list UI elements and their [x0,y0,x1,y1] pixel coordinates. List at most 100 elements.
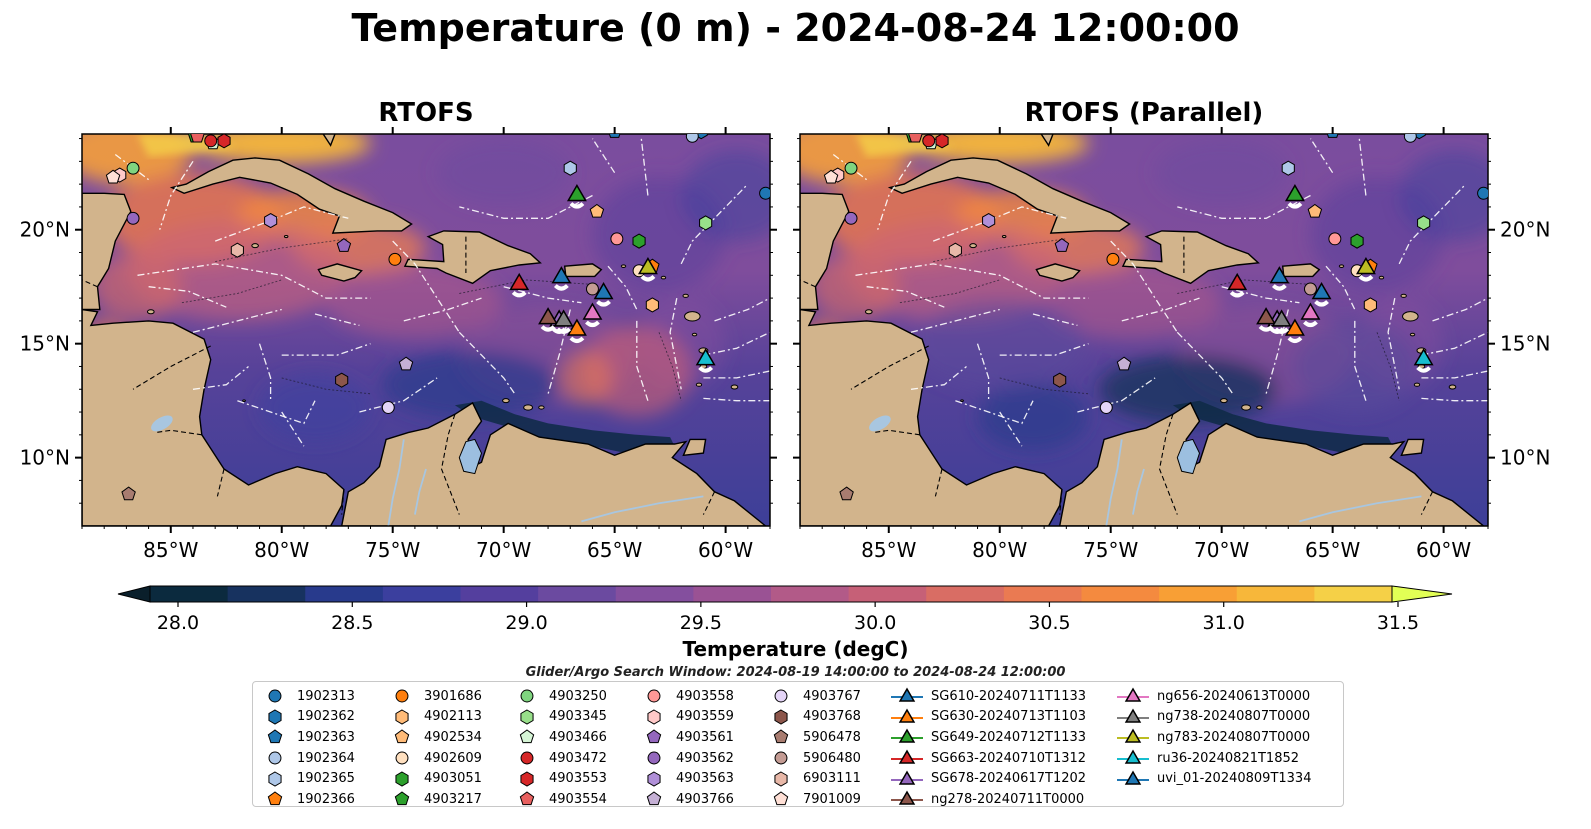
glider-marker [1355,256,1376,275]
legend-label: SG610-20240711T1133 [931,688,1087,704]
legend-symbol [647,709,661,725]
glider-marker [551,266,572,284]
argo-float-marker [1307,203,1323,218]
argo-float-marker [1363,297,1377,313]
glider-marker [1284,318,1305,336]
legend-symbol [268,751,282,765]
lon-tick-label: 75°W [1083,538,1138,562]
legend-item: 4903562 [638,748,734,769]
pentagon-marker-icon [646,791,662,806]
colorbar-label: Temperature (degC) [682,637,909,661]
legend-symbol [519,791,535,806]
legend-column: 4903558 4903559 4903561 4903562 4903563 49037… [638,686,734,810]
legend-triangle [898,790,916,806]
legend-label: 4903051 [424,771,482,787]
map-frame-right [799,133,1489,527]
pentagon-marker-icon [519,791,535,806]
pentagon-marker-icon [646,729,662,744]
triangle-marker-icon [891,687,923,703]
legend-item: 4903345 [511,707,607,728]
glider-marker [582,302,603,320]
legend-column: 1902313 1902362 1902363 1902364 1902365 19023… [259,686,355,810]
circle-marker-icon [520,689,534,703]
argo-float-marker [1477,186,1488,200]
legend-triangle [1124,687,1142,703]
lon-tick-label: 75°W [365,538,420,562]
colorbar-segment [1081,586,1160,602]
colorbar-segment [1159,586,1238,602]
lat-tick-label: 20°N [1500,218,1550,242]
legend-triangle [1124,749,1142,764]
legend-symbol [394,729,410,744]
argo-float-marker [1281,160,1295,176]
legend-label: 4903472 [549,750,607,766]
argo-float-marker [632,233,646,249]
legend-symbol [773,791,789,806]
lon-tick-label: 60°W [1416,538,1471,562]
argo-float-marker [844,161,858,175]
legend-item: 4902534 [386,727,482,748]
legend-label: 3901686 [424,688,482,704]
legend-label: 4903562 [676,750,734,766]
legend-label: 4903766 [676,791,734,807]
circle-marker-icon [647,689,661,703]
triangle-marker-icon [1117,728,1149,744]
legend-symbol [395,751,409,765]
glider-marker [1269,266,1290,284]
lat-tick-label: 10°N [20,446,70,470]
legend-label: 4903561 [676,729,734,745]
legend-label: uvi_01-20240809T1334 [1157,771,1312,787]
legend-item: 4903250 [511,686,607,707]
glider-marker [1284,184,1305,202]
colorbar-segment [227,586,306,602]
argo-float-marker [948,242,962,258]
lon-tick-label: 65°W [1305,538,1360,562]
hexagon-marker-icon [647,771,661,787]
triangle-marker-icon [1117,770,1149,785]
legend-item: 5906480 [765,748,861,769]
argo-float-marker [190,134,205,143]
legend-item: 4903553 [511,768,607,789]
legend-label: ng278-20240711T0000 [931,791,1085,807]
argo-float-marker [759,186,770,200]
legend-symbol [268,709,282,725]
legend-label: 4903345 [549,709,607,725]
legend-triangle [898,749,916,764]
colorbar-tick-label: 28.0 [157,612,199,634]
hexagon-marker-icon [647,709,661,725]
hexagon-marker-icon [774,771,788,787]
argo-float-marker [935,134,949,149]
colorbar-segment [1314,586,1393,602]
argo-float-marker [1106,252,1120,266]
legend-item: SG678-20240617T1202 [889,768,1086,789]
argo-float-marker [1304,282,1317,296]
legend-column: 4903250 4903345 4903466 4903472 4903553 49035… [511,686,607,810]
colorbar-segment [538,586,617,602]
glider-marker [1413,348,1434,366]
argo-float-marker [1099,401,1113,414]
legend-column: 4903767 4903768 5906478 5906480 6903111 79010… [765,686,861,810]
panel-title-left: RTOFS [378,98,474,128]
legend-symbol [520,771,534,787]
circle-marker-icon [774,689,788,703]
legend-label: SG663-20240710T1312 [931,750,1087,766]
legend-item: 1902365 [259,768,355,789]
hexagon-marker-icon [395,709,409,725]
legend-label: 1902366 [297,791,355,807]
legend-label: 4903250 [549,688,607,704]
argo-float-marker [121,486,136,501]
lat-tick-label: 15°N [1500,332,1550,356]
triangle-marker-icon [1117,687,1149,703]
legend-item: SG610-20240711T1133 [889,686,1086,707]
legend-symbol [646,791,662,806]
legend-symbol [268,689,282,703]
legend-item: 4903563 [638,768,734,789]
lon-tick-label: 85°W [143,538,198,562]
legend-column: 3901686 4902113 4902534 4902609 4903051 49032… [386,686,482,810]
glider-marker [1311,282,1332,300]
legend-item: 4903559 [638,707,734,728]
colorbar-segment [150,586,229,602]
argo-float-marker [398,356,414,371]
legend-item: ng656-20240613T0000 [1115,686,1311,707]
legend-symbol [773,729,789,744]
